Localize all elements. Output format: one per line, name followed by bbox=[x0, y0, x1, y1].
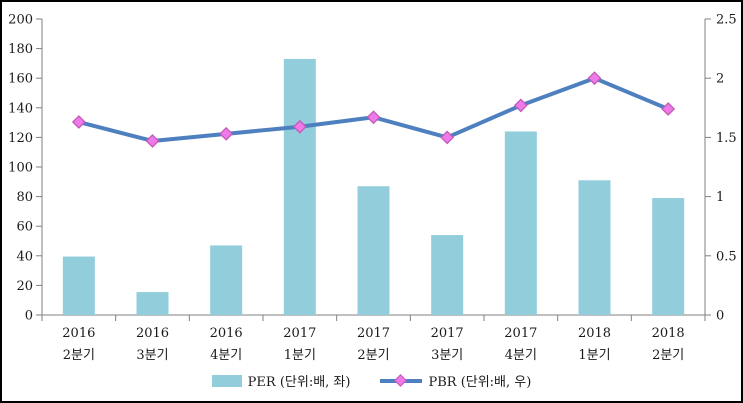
per-bar bbox=[210, 245, 243, 315]
left-axis-tick-label: 40 bbox=[16, 249, 33, 264]
x-axis-label-year: 2017 bbox=[431, 326, 464, 341]
pbr-marker-diamond-icon bbox=[440, 130, 455, 145]
left-axis-tick-label: 160 bbox=[8, 72, 33, 87]
x-axis-label-year: 2018 bbox=[578, 326, 611, 341]
per-bar bbox=[136, 292, 169, 315]
pbr-marker-diamond-icon bbox=[292, 119, 307, 134]
x-axis-label-year: 2018 bbox=[652, 326, 685, 341]
x-axis-label-quarter: 2분기 bbox=[357, 348, 389, 363]
pbr-line bbox=[78, 76, 669, 143]
x-axis-label-year: 2017 bbox=[504, 326, 537, 341]
right-axis-tick-label: 0.5 bbox=[716, 249, 737, 264]
right-axis-tick-label: 1 bbox=[716, 190, 724, 205]
x-axis-label-quarter: 1분기 bbox=[578, 348, 610, 363]
x-axis-label-quarter: 2분기 bbox=[652, 348, 684, 363]
left-axis-tick-label: 180 bbox=[8, 42, 33, 57]
x-axis-label-year: 2017 bbox=[357, 326, 390, 341]
per-legend-label: PER (단위:배, 좌) bbox=[247, 375, 351, 390]
right-axis-tick-label: 1.5 bbox=[716, 131, 737, 146]
x-axis-label-quarter: 3분기 bbox=[136, 348, 168, 363]
x-axis-label-year: 2016 bbox=[210, 326, 243, 341]
per-bar bbox=[578, 180, 611, 315]
left-axis-tick-label: 100 bbox=[8, 161, 33, 176]
legend-item-pbr: PBR (단위:배, 우) bbox=[380, 371, 531, 390]
pbr-legend-label: PBR (단위:배, 우) bbox=[428, 375, 532, 390]
x-axis-label-quarter: 3분기 bbox=[431, 348, 463, 363]
per-legend-swatch-icon bbox=[211, 374, 242, 387]
left-axis-tick-label: 60 bbox=[16, 220, 33, 235]
x-axis-label-quarter: 4분기 bbox=[505, 348, 537, 363]
pbr-legend-swatch-icon bbox=[380, 374, 423, 387]
legend-item-per: PER (단위:배, 좌) bbox=[211, 371, 351, 390]
left-axis-tick-label: 120 bbox=[8, 131, 33, 146]
right-axis-tick-label: 2 bbox=[716, 72, 724, 87]
left-axis-tick-label: 0 bbox=[25, 309, 33, 324]
pbr-marker-diamond-icon bbox=[587, 71, 602, 86]
pbr-marker-diamond-icon bbox=[219, 126, 234, 141]
chart-legend: PER (단위:배, 좌) PBR (단위:배, 우) bbox=[2, 371, 741, 390]
per-bar bbox=[504, 131, 537, 315]
pbr-legend-diamond-icon bbox=[394, 374, 408, 387]
pbr-marker-diamond-icon bbox=[513, 98, 528, 113]
right-axis-tick-label: 0 bbox=[716, 309, 724, 324]
pbr-marker-diamond-icon bbox=[366, 110, 381, 125]
left-axis-tick-label: 80 bbox=[16, 190, 33, 205]
per-bar bbox=[652, 198, 685, 315]
pbr-marker-diamond-icon bbox=[145, 134, 160, 148]
per-bar bbox=[431, 235, 464, 315]
per-bar bbox=[283, 58, 316, 316]
per-bar bbox=[357, 186, 390, 315]
per-bar bbox=[62, 256, 95, 315]
pbr-marker-diamond-icon bbox=[71, 115, 86, 129]
right-axis-tick-label: 2.5 bbox=[716, 13, 737, 28]
x-axis-label-year: 2017 bbox=[283, 326, 316, 341]
x-axis-label-quarter: 4분기 bbox=[210, 348, 242, 363]
pbr-marker-diamond-icon bbox=[661, 102, 676, 116]
x-axis-label-quarter: 2분기 bbox=[63, 348, 95, 363]
x-axis-label-quarter: 1분기 bbox=[284, 348, 316, 363]
left-axis-tick-label: 140 bbox=[8, 101, 33, 116]
left-axis-tick-label: 200 bbox=[8, 13, 33, 28]
x-axis-label-year: 2016 bbox=[136, 326, 169, 341]
left-axis-tick-label: 20 bbox=[16, 279, 33, 294]
x-axis-label-year: 2016 bbox=[62, 326, 95, 341]
